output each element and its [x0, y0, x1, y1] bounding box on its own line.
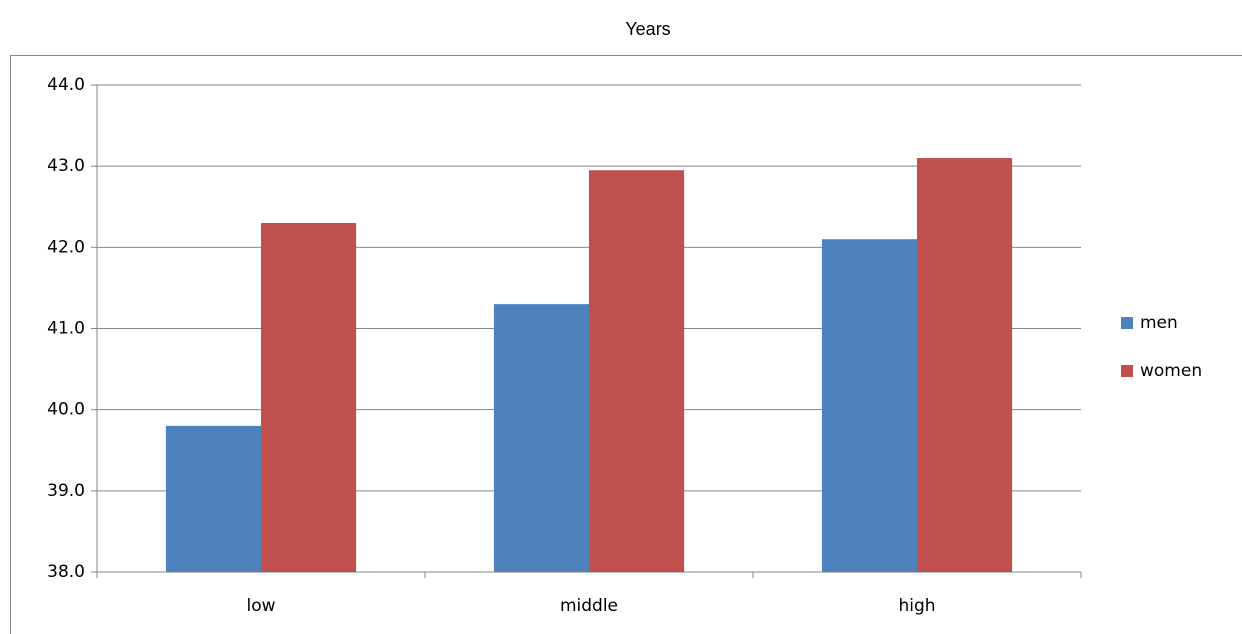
bar	[589, 170, 685, 572]
y-tick-label: 44.0	[47, 75, 85, 95]
y-tick-label: 41.0	[47, 319, 85, 339]
y-tick-label: 40.0	[47, 400, 85, 420]
legend-label: women	[1140, 361, 1202, 381]
y-tick-label: 38.0	[47, 562, 85, 582]
bar	[821, 239, 917, 572]
chart-border	[10, 55, 1242, 634]
x-tick-label: middle	[560, 596, 618, 616]
x-tick-label: high	[898, 596, 935, 616]
y-tick-label: 42.0	[47, 237, 85, 257]
bar	[493, 304, 589, 572]
chart-title: Years	[625, 19, 670, 39]
bar	[261, 222, 357, 572]
x-tick-label: low	[246, 596, 275, 616]
y-tick-label: 39.0	[47, 481, 85, 501]
bar	[165, 425, 261, 572]
y-tick-label: 43.0	[47, 156, 85, 176]
legend-swatch	[1121, 365, 1133, 377]
legend-label: men	[1140, 313, 1178, 333]
legend-swatch	[1121, 317, 1133, 329]
bar	[917, 158, 1013, 573]
